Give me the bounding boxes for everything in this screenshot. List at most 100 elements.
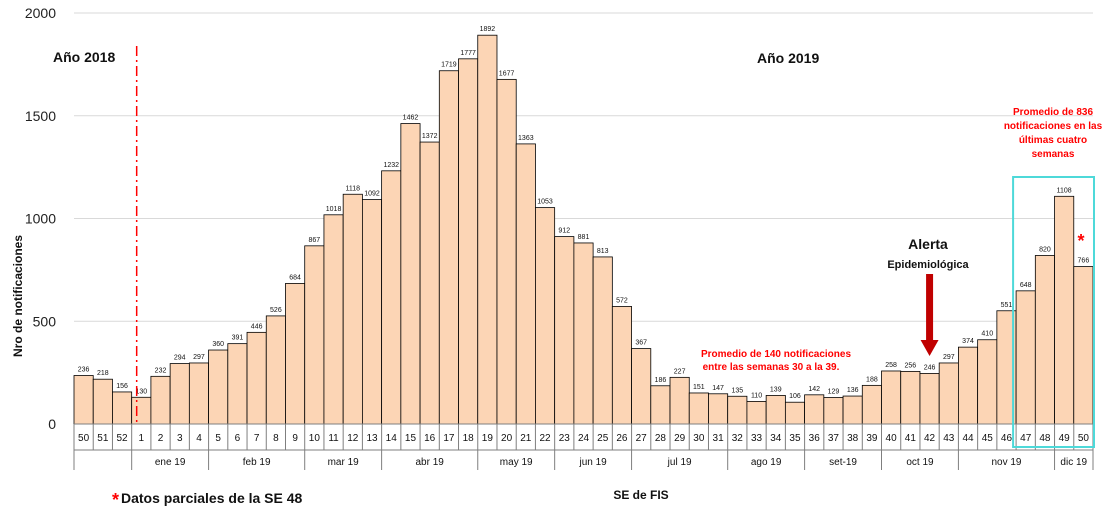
bar [861, 384, 882, 425]
bar-value-label: 551 [1001, 302, 1013, 309]
x-tick-label: 26 [616, 433, 628, 444]
bar [400, 123, 421, 425]
bar [246, 331, 267, 425]
x-tick-label: 25 [597, 433, 609, 444]
alert-arrow-shaft [926, 274, 934, 342]
bar-value-label: 446 [251, 323, 263, 330]
month-label: abr 19 [416, 457, 445, 468]
month-label: nov 19 [991, 457, 1021, 468]
bar-value-label: 813 [597, 248, 609, 255]
bar-value-label: 410 [981, 331, 993, 338]
x-tick-label: 19 [482, 433, 494, 444]
bar-value-label: 684 [289, 274, 301, 281]
x-tick-label: 30 [693, 433, 705, 444]
x-tick-label: 43 [943, 433, 955, 444]
x-tick-label: 50 [78, 433, 90, 444]
bar [919, 373, 940, 425]
bar [1073, 266, 1094, 425]
x-tick-label: 37 [828, 433, 840, 444]
bar [977, 339, 998, 425]
bar-value-label: 236 [78, 367, 90, 374]
bar-value-label: 367 [635, 340, 647, 347]
x-tick-label: 46 [1001, 433, 1013, 444]
bar [515, 143, 536, 425]
note-last4-line4: semanas [1032, 149, 1075, 160]
bars [73, 34, 1094, 425]
bar-value-label: 130 [135, 388, 147, 395]
bar-value-label: 156 [116, 383, 128, 390]
alert-arrow-head [920, 340, 939, 356]
bar [150, 375, 171, 425]
month-label: dic 19 [1060, 457, 1087, 468]
month-label: ene 19 [155, 457, 186, 468]
x-tick-label: 15 [405, 433, 417, 444]
x-tick-label: 5 [215, 433, 221, 444]
x-tick-label: 48 [1039, 433, 1051, 444]
alert-arrow [920, 274, 939, 356]
bar-value-label: 297 [943, 354, 955, 361]
footnote-text: Datos parciales de la SE 48 [121, 490, 303, 506]
bar [727, 395, 748, 425]
x-tick-label: 42 [924, 433, 936, 444]
bar-value-label: 135 [731, 387, 743, 394]
x-tick-label: 51 [97, 433, 109, 444]
bar [92, 378, 113, 425]
x-tick-label: 47 [1020, 433, 1032, 444]
month-label: mar 19 [328, 457, 360, 468]
bar [361, 199, 383, 425]
month-label: feb 19 [243, 457, 271, 468]
x-axis: 50 51 52 1 2 3 4 5 6 7 8 9 10 11 12 13 14 15 16 17 18 19 20 21 2… [73, 423, 1094, 470]
x-tick-label: 34 [770, 433, 782, 444]
x-tick-label: 12 [347, 433, 359, 444]
bar-value-label: 1892 [480, 26, 496, 33]
y-axis-ticks: 0 500 1000 1500 2000 [25, 5, 56, 432]
x-tick-label: 45 [982, 433, 994, 444]
bar [938, 362, 959, 425]
bar-value-label: 1118 [346, 185, 361, 192]
x-tick-label: 39 [866, 433, 878, 444]
bar [708, 393, 729, 425]
x-tick-label: 33 [751, 433, 763, 444]
bar [419, 141, 440, 425]
note-last4-line2: notificaciones en las [1004, 121, 1103, 132]
bar-value-label: 912 [558, 228, 570, 235]
bar [381, 170, 402, 425]
x-tick-label: 23 [559, 433, 571, 444]
bar-value-label: 256 [905, 362, 917, 369]
bar [842, 395, 863, 425]
footnote-star: * [112, 490, 119, 510]
x-tick-label: 18 [463, 433, 475, 444]
x-tick-label: 17 [443, 433, 455, 444]
bar [554, 236, 575, 425]
x-tick-label: 49 [1059, 433, 1071, 444]
bar-value-label: 1719 [441, 62, 457, 69]
x-tick-label: 9 [292, 433, 298, 444]
bar [496, 78, 517, 425]
bar [208, 349, 229, 425]
x-tick-label: 41 [905, 433, 917, 444]
bar-value-label: 129 [828, 388, 840, 395]
bar-value-label: 136 [847, 387, 859, 394]
month-label: ago 19 [751, 457, 782, 468]
bar [784, 401, 806, 425]
x-tick-label: 16 [424, 433, 436, 444]
bar-value-label: 218 [97, 370, 109, 377]
bar-value-label: 1092 [364, 191, 380, 198]
bar [1034, 255, 1055, 425]
bar-value-label: 232 [155, 367, 167, 374]
month-label: may 19 [500, 457, 533, 468]
bar-value-label: 186 [655, 377, 667, 384]
x-tick-label: 27 [636, 433, 648, 444]
y-tick-label: 500 [33, 313, 57, 329]
x-tick-label: 8 [273, 433, 279, 444]
bar-value-label: 1363 [518, 135, 534, 142]
y-tick-label: 2000 [25, 5, 56, 21]
y-tick-label: 1500 [25, 108, 56, 124]
bar [342, 193, 363, 425]
bar-value-label: 258 [885, 362, 897, 369]
x-tick-label: 40 [886, 433, 898, 444]
x-tick-label: 2 [158, 433, 164, 444]
bar [1015, 290, 1036, 425]
bar-value-label: 147 [712, 385, 724, 392]
y-axis-label: Nro de notificaciones [11, 235, 25, 357]
